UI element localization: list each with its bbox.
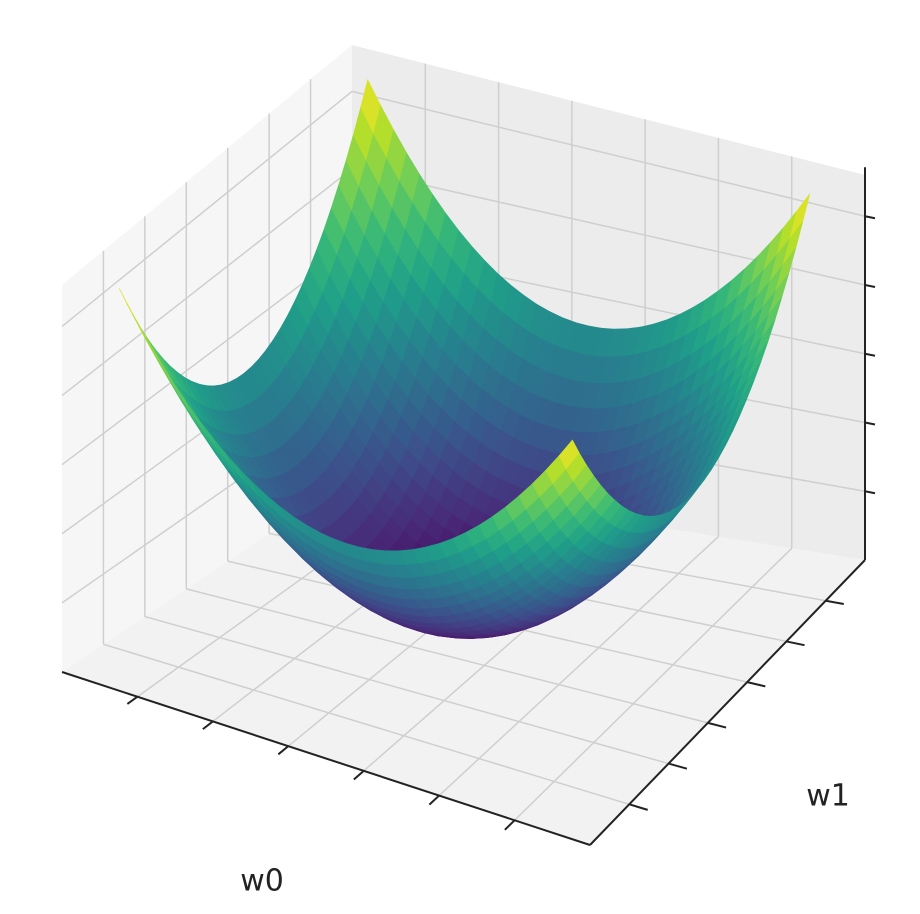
x-axis-label: w0 bbox=[240, 864, 284, 899]
grid-line bbox=[514, 547, 793, 821]
x-tick bbox=[277, 745, 289, 756]
grid-line bbox=[144, 615, 669, 765]
z-tick bbox=[864, 284, 876, 288]
x-tick bbox=[202, 720, 214, 730]
z-tick bbox=[864, 215, 876, 220]
y-tick bbox=[786, 640, 805, 647]
z-tick bbox=[864, 352, 876, 357]
grid-line bbox=[438, 536, 719, 797]
y-axis-line bbox=[589, 559, 866, 846]
surface-patch bbox=[558, 439, 580, 470]
x-tick bbox=[353, 770, 365, 781]
grid-line bbox=[186, 588, 709, 724]
z-tick bbox=[864, 421, 876, 426]
grid-line bbox=[103, 643, 630, 806]
grid-line bbox=[351, 90, 866, 217]
grid-line bbox=[61, 90, 353, 328]
x-tick bbox=[428, 794, 440, 806]
surface bbox=[118, 78, 811, 639]
y-tick bbox=[628, 803, 648, 811]
x-tick bbox=[126, 695, 139, 705]
y-tick bbox=[825, 599, 844, 606]
axes-edges bbox=[61, 167, 876, 846]
z-tick bbox=[864, 490, 876, 495]
y-tick bbox=[668, 762, 688, 770]
x-tick bbox=[504, 819, 516, 831]
x-axis-line bbox=[61, 671, 591, 846]
y-axis-label: w1 bbox=[806, 779, 850, 814]
y-tick bbox=[707, 721, 727, 729]
grid-line bbox=[61, 168, 353, 397]
y-tick bbox=[746, 681, 766, 688]
